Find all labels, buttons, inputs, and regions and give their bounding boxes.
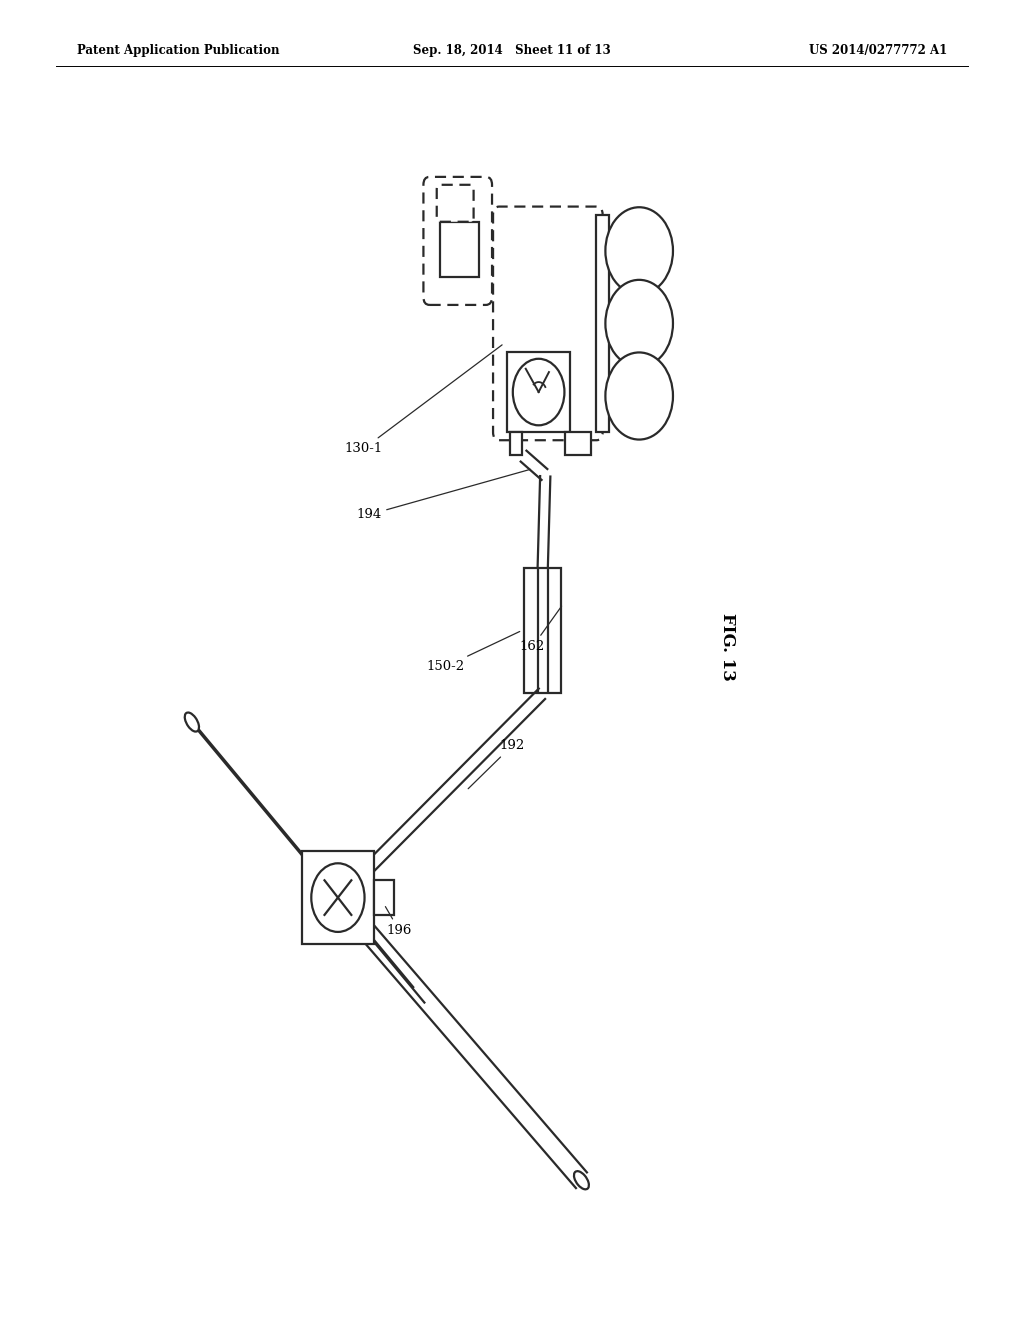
Circle shape	[605, 352, 673, 440]
Circle shape	[513, 359, 564, 425]
Ellipse shape	[184, 713, 199, 731]
Text: Patent Application Publication: Patent Application Publication	[77, 44, 280, 57]
Text: 196: 196	[385, 907, 412, 937]
Circle shape	[605, 207, 673, 294]
FancyBboxPatch shape	[494, 206, 602, 441]
Bar	[565, 432, 591, 455]
Polygon shape	[345, 688, 546, 894]
Bar	[510, 432, 522, 455]
Text: US 2014/0277772 A1: US 2014/0277772 A1	[809, 44, 947, 57]
Bar	[440, 222, 479, 277]
Bar	[596, 214, 608, 433]
Text: 194: 194	[356, 470, 530, 521]
Bar	[302, 851, 374, 944]
Bar	[374, 880, 394, 915]
FancyBboxPatch shape	[437, 185, 473, 222]
Polygon shape	[520, 450, 548, 480]
Ellipse shape	[574, 1171, 589, 1189]
Circle shape	[311, 863, 365, 932]
Text: 162: 162	[520, 606, 561, 653]
Polygon shape	[333, 890, 587, 1188]
Bar	[524, 568, 561, 693]
Text: 130-1: 130-1	[344, 345, 502, 455]
Polygon shape	[538, 475, 550, 568]
Text: Sep. 18, 2014   Sheet 11 of 13: Sep. 18, 2014 Sheet 11 of 13	[413, 44, 611, 57]
Bar	[507, 352, 570, 432]
Text: 192: 192	[468, 739, 524, 789]
Text: FIG. 13: FIG. 13	[719, 612, 735, 681]
Polygon shape	[538, 568, 548, 693]
Polygon shape	[186, 714, 424, 1003]
FancyBboxPatch shape	[424, 177, 493, 305]
Text: 150-2: 150-2	[426, 631, 520, 673]
Circle shape	[605, 280, 673, 367]
